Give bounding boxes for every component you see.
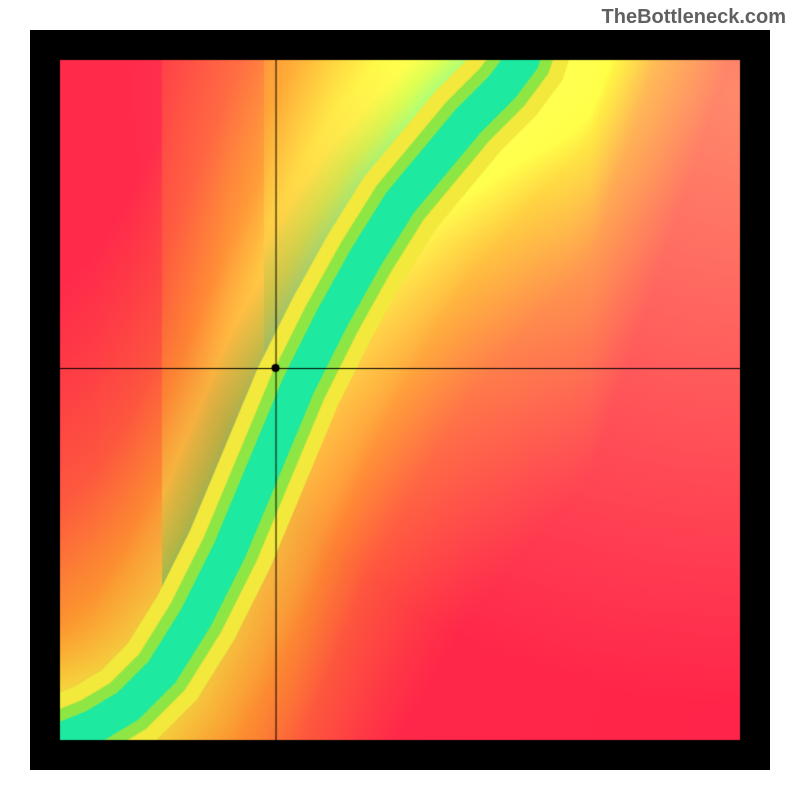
chart-frame <box>30 30 770 770</box>
heatmap-canvas <box>30 30 770 770</box>
watermark-text: TheBottleneck.com <box>602 6 786 29</box>
